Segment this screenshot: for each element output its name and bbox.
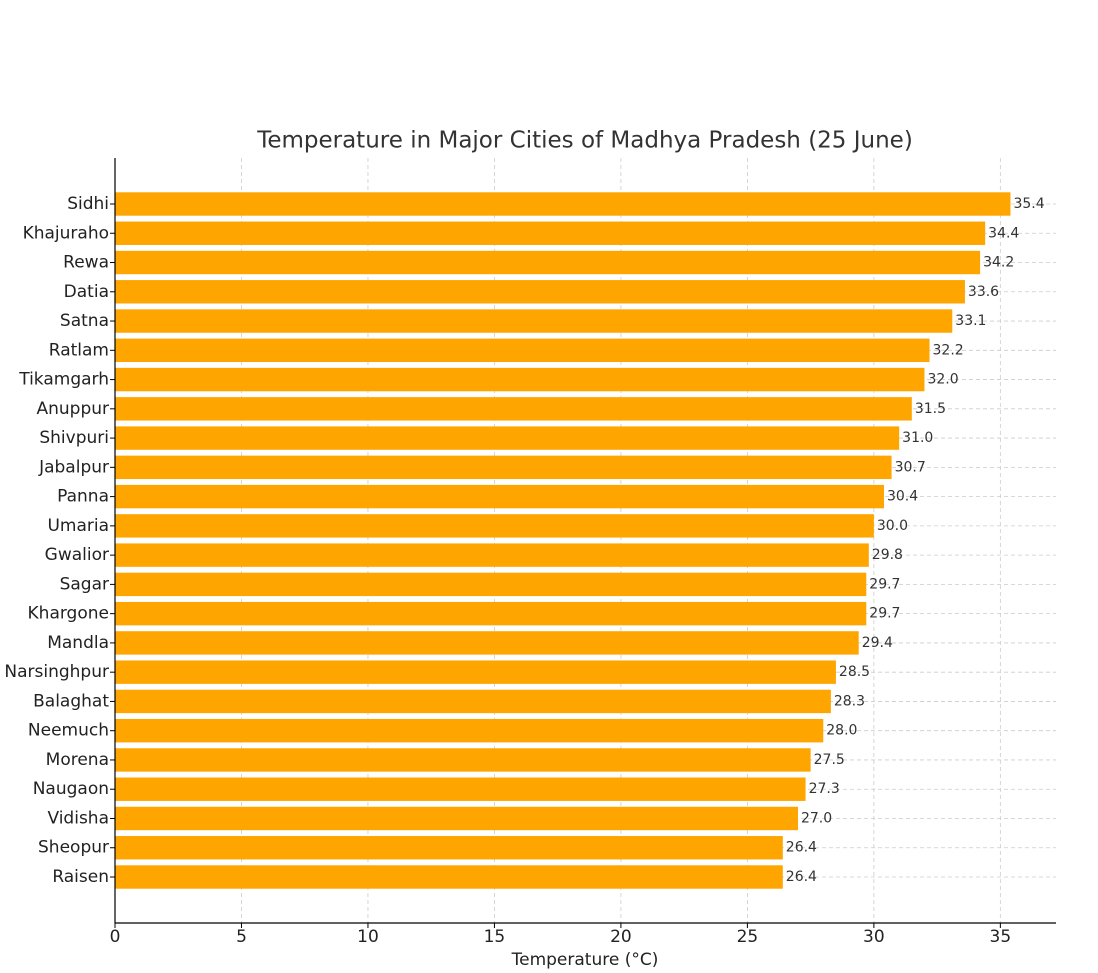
value-label: 32.2	[933, 342, 964, 358]
y-tick-label: Umaria	[47, 516, 109, 536]
y-tick-label: Ratlam	[49, 340, 109, 360]
value-label: 32.0	[927, 372, 958, 388]
value-label: 34.2	[983, 255, 1014, 271]
y-tick-label: Neemuch	[28, 721, 109, 741]
value-label: 30.7	[895, 459, 926, 475]
bar	[115, 397, 912, 421]
x-tick-label: 5	[236, 927, 247, 947]
bar	[115, 660, 836, 684]
y-tick-label: Sagar	[60, 574, 109, 594]
bar	[115, 309, 953, 333]
y-tick-label: Datia	[64, 282, 109, 302]
x-tick-label: 20	[610, 927, 632, 947]
x-tick-label: 30	[863, 927, 885, 947]
value-label: 28.0	[826, 723, 857, 739]
y-tick-label: Naugaon	[33, 779, 109, 799]
y-tick-label: Mandla	[47, 633, 109, 653]
y-tick-label: Sheopur	[38, 838, 109, 858]
y-tick-label: Morena	[46, 750, 109, 770]
bar	[115, 631, 859, 655]
bar	[115, 367, 925, 392]
bar	[115, 221, 986, 245]
x-tick-label: 35	[990, 927, 1012, 947]
y-tick-label: Narsinghpur	[4, 662, 109, 682]
bar	[115, 777, 806, 801]
y-tick-label: Satna	[60, 311, 109, 331]
bar	[115, 192, 1011, 216]
bar	[115, 514, 874, 538]
value-label: 31.5	[915, 401, 946, 417]
value-label: 27.0	[801, 810, 832, 826]
y-tick-label: Panna	[57, 487, 109, 507]
value-label: 29.7	[869, 576, 900, 592]
chart-title: Temperature in Major Cities of Madhya Pr…	[256, 128, 913, 154]
y-tick-label: Raisen	[52, 867, 109, 887]
value-label: 29.7	[869, 606, 900, 622]
y-tick-label: Khajuraho	[23, 223, 109, 243]
x-tick-label: 15	[484, 927, 506, 947]
bar	[115, 806, 798, 831]
value-label: 28.3	[834, 693, 865, 709]
x-axis-label: Temperature (°C)	[511, 950, 659, 970]
value-label: 29.4	[862, 635, 893, 651]
bar	[115, 543, 869, 567]
bar	[115, 601, 867, 626]
value-label: 26.4	[786, 840, 817, 856]
value-label: 30.4	[887, 489, 918, 505]
bar	[115, 572, 867, 597]
value-label: 28.5	[839, 664, 870, 680]
value-label: 33.1	[955, 313, 986, 329]
y-tick-label: Sidhi	[67, 194, 109, 214]
bar	[115, 426, 900, 450]
value-label: 29.8	[872, 547, 903, 563]
value-label: 31.0	[902, 430, 933, 446]
y-tick-label: Khargone	[28, 604, 109, 624]
bar	[115, 748, 811, 772]
value-label: 34.4	[988, 225, 1019, 241]
value-label: 26.4	[786, 869, 817, 885]
value-label: 27.5	[814, 752, 845, 768]
bar	[115, 455, 892, 480]
y-tick-label: Tikamgarh	[18, 370, 109, 390]
y-tick-label: Anuppur	[36, 399, 109, 419]
y-tick-label: Gwalior	[45, 545, 109, 565]
bar	[115, 280, 965, 304]
bar	[115, 718, 824, 743]
value-label: 33.6	[968, 284, 999, 300]
x-tick-label: 25	[737, 927, 759, 947]
bar	[115, 250, 981, 275]
x-tick-label: 10	[357, 927, 379, 947]
y-tick-label: Shivpuri	[39, 428, 109, 448]
y-tick-label: Balaghat	[33, 691, 109, 711]
x-tick-label: 0	[110, 927, 121, 947]
bar	[115, 865, 783, 889]
bar	[115, 836, 783, 860]
bar	[115, 338, 930, 363]
value-label: 35.4	[1013, 196, 1044, 212]
y-tick-label: Rewa	[63, 253, 109, 273]
value-label: 27.3	[809, 781, 840, 797]
bar	[115, 484, 884, 509]
value-label: 30.0	[877, 518, 908, 534]
bar	[115, 689, 831, 714]
y-tick-label: Vidisha	[47, 808, 109, 828]
y-tick-label: Jabalpur	[38, 457, 109, 477]
